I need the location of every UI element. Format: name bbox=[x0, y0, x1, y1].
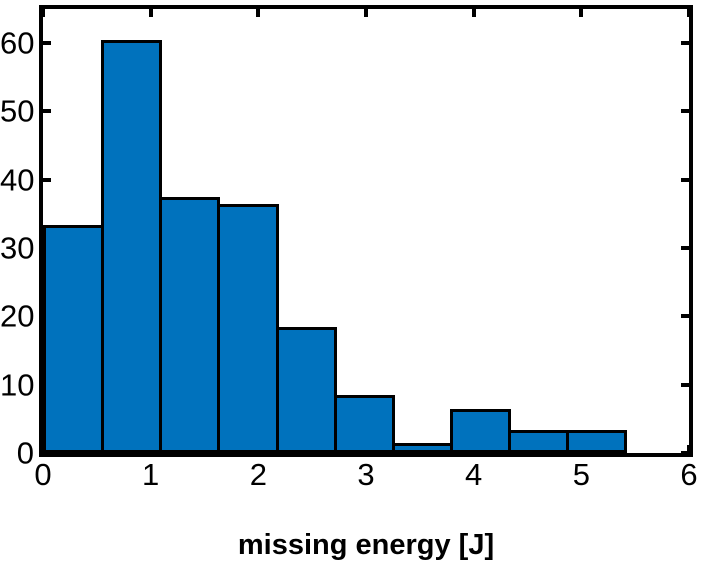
y-tick-label: 10 bbox=[0, 367, 35, 403]
y-tick-mark bbox=[43, 41, 51, 46]
histogram-bar bbox=[508, 430, 569, 453]
x-tick-mark bbox=[471, 9, 476, 17]
histogram-bar bbox=[334, 395, 395, 453]
x-tick-mark bbox=[687, 9, 689, 17]
x-tick-label: 3 bbox=[357, 457, 375, 492]
x-tick-label: 1 bbox=[142, 457, 160, 492]
histogram-bar bbox=[43, 225, 104, 453]
y-tick-mark bbox=[681, 41, 689, 46]
plot-inner bbox=[43, 9, 689, 453]
x-tick-label: 0 bbox=[34, 457, 52, 492]
histogram-bar bbox=[101, 40, 162, 453]
x-tick-mark bbox=[364, 9, 368, 17]
x-tick-label: 5 bbox=[572, 457, 590, 492]
y-tick-label: 40 bbox=[0, 162, 35, 198]
y-tick-label: 30 bbox=[0, 230, 35, 266]
x-tick-label: 2 bbox=[249, 457, 267, 492]
histogram-bar bbox=[392, 443, 453, 453]
y-tick-mark bbox=[681, 246, 689, 251]
histogram-bar bbox=[217, 204, 279, 453]
y-tick-mark bbox=[681, 109, 689, 114]
y-tick-mark bbox=[681, 382, 689, 387]
x-tick-mark bbox=[579, 9, 584, 17]
y-tick-mark bbox=[681, 451, 689, 453]
y-tick-label: 60 bbox=[0, 25, 35, 61]
x-tick-mark bbox=[687, 445, 689, 453]
x-tick-label: 4 bbox=[465, 457, 483, 492]
y-tick-label: 20 bbox=[0, 298, 35, 334]
y-tick-mark bbox=[43, 177, 51, 182]
y-tick-label: 50 bbox=[0, 93, 35, 129]
x-tick-mark bbox=[256, 9, 261, 17]
histogram-bar bbox=[159, 197, 220, 453]
y-tick-mark bbox=[681, 177, 689, 182]
x-tick-label: 6 bbox=[680, 457, 698, 492]
histogram-bar bbox=[566, 430, 627, 453]
y-tick-mark bbox=[681, 314, 689, 319]
plot-area bbox=[39, 5, 693, 457]
x-tick-mark bbox=[148, 9, 153, 17]
x-tick-mark bbox=[43, 9, 45, 17]
x-axis-label: missing energy [J] bbox=[237, 529, 495, 561]
histogram-bar bbox=[450, 409, 511, 453]
y-tick-label: 0 bbox=[16, 435, 34, 471]
y-tick-mark bbox=[43, 109, 51, 114]
histogram-bar bbox=[276, 327, 337, 453]
